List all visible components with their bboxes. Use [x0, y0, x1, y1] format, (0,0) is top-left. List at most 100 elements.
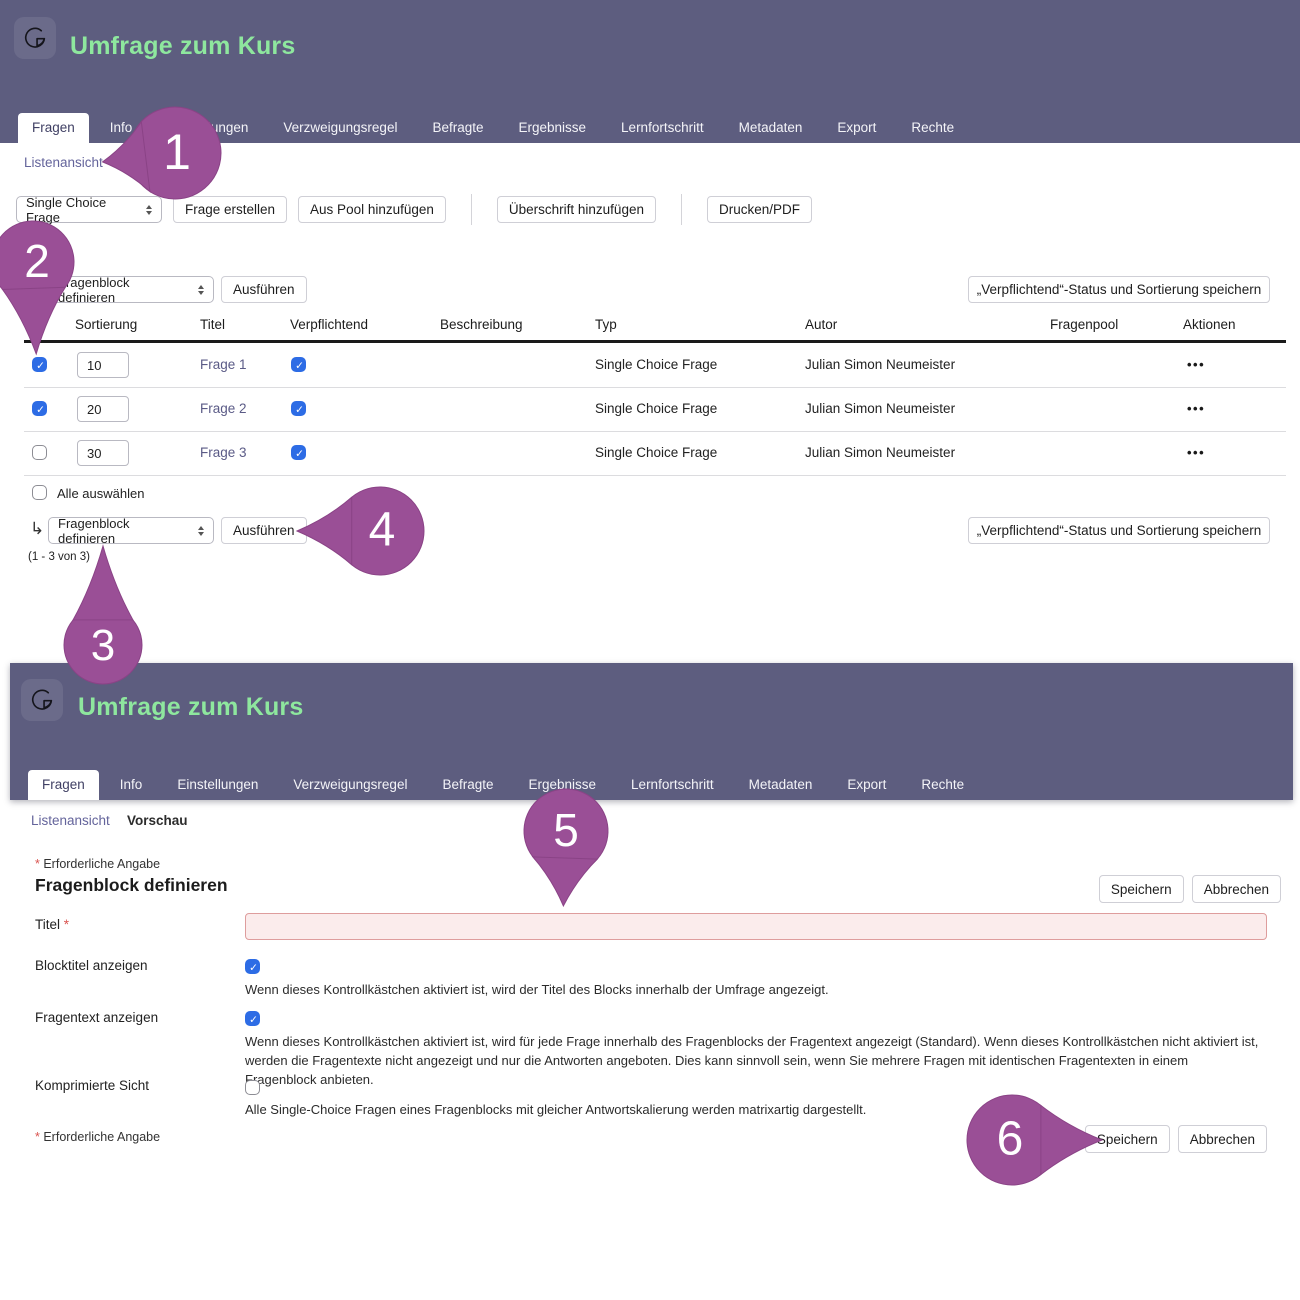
tab-ergebnisse[interactable]: Ergebnisse: [528, 777, 597, 792]
tab-rechte[interactable]: Rechte: [921, 777, 965, 792]
row-count: (1 - 3 von 3): [28, 551, 90, 563]
compactview-help: Alle Single-Choice Fragen eines Fragenbl…: [245, 1102, 867, 1117]
create-question-button[interactable]: Frage erstellen: [173, 196, 288, 223]
table-row: Frage 1 Single Choice Frage Julian Simon…: [24, 343, 1286, 388]
question-link[interactable]: Frage 1: [200, 357, 247, 372]
required-star: *: [63, 917, 70, 932]
chevron-updown-icon: [188, 525, 204, 536]
tab-befragte[interactable]: Befragte: [432, 120, 484, 135]
toolbar-divider: [470, 194, 472, 225]
execute-button-bottom[interactable]: Ausführen: [221, 517, 307, 544]
save-button[interactable]: Speichern: [1084, 1125, 1170, 1153]
print-pdf-button[interactable]: Drucken/PDF: [706, 196, 812, 223]
sort-input[interactable]: [77, 396, 129, 422]
col-fragenpool: Fragenpool: [1050, 317, 1119, 332]
blocktitle-help: Wenn dieses Kontrollkästchen aktiviert i…: [245, 982, 829, 997]
question-type-value: Single Choice Frage: [26, 194, 107, 225]
question-link[interactable]: Frage 3: [200, 445, 247, 460]
indent-arrow-icon: [30, 278, 44, 298]
actions-menu-icon[interactable]: [1187, 357, 1205, 372]
actions-menu-icon[interactable]: [1187, 401, 1205, 416]
type-cell: Single Choice Frage: [595, 401, 718, 416]
required-star: *: [35, 1130, 44, 1144]
execute-button-top[interactable]: Ausführen: [221, 276, 307, 303]
listview-link[interactable]: Listenansicht: [24, 155, 103, 170]
required-note-top: * Erforderliche Angabe: [35, 857, 161, 871]
author-cell: Julian Simon Neumeister: [805, 445, 956, 460]
save-status-button-top[interactable]: „Verpflichtend“-Status und Sortierung sp…: [968, 276, 1270, 303]
screenshot-bottom: Umfrage zum Kurs Fragen Info Einstellung…: [10, 663, 1293, 1183]
save-status-button-bottom[interactable]: „Verpflichtend“-Status und Sortierung sp…: [968, 517, 1270, 544]
bulk-action-select-top[interactable]: Fragenblock definieren: [48, 275, 214, 305]
tab-lernfortschritt[interactable]: Lernfortschritt: [631, 777, 714, 792]
preview-crumb[interactable]: Vorschau: [127, 813, 188, 828]
chevron-updown-icon: [136, 204, 152, 215]
tab-rechte[interactable]: Rechte: [911, 120, 955, 135]
tab-verzweigungsregel[interactable]: Verzweigungsregel: [293, 777, 408, 792]
tab-bar: Fragen Info Einstellungen Verzweigungsre…: [28, 770, 985, 800]
tab-bar: Fragen Info Einstellungen Verzweigungsre…: [18, 113, 975, 143]
questiontext-checkbox[interactable]: [245, 1011, 261, 1027]
tab-befragte[interactable]: Befragte: [442, 777, 494, 792]
tab-verzweigungsregel[interactable]: Verzweigungsregel: [283, 120, 398, 135]
form-heading: Fragenblock definieren: [35, 875, 228, 895]
tab-metadaten[interactable]: Metadaten: [748, 777, 813, 792]
col-sortierung: Sortierung: [75, 317, 138, 332]
row-select-checkbox[interactable]: [32, 357, 48, 373]
col-autor: Autor: [805, 317, 838, 332]
tab-info[interactable]: Info: [109, 120, 133, 135]
screenshot-top: Umfrage zum Kurs Fragen Info Einstellung…: [0, 0, 1300, 660]
question-toolbar: Single Choice Frage Frage erstellen Aus …: [16, 194, 812, 225]
required-star: *: [35, 857, 44, 871]
sort-input[interactable]: [77, 352, 129, 378]
question-type-select[interactable]: Single Choice Frage: [16, 194, 162, 225]
tab-info[interactable]: Info: [119, 777, 143, 792]
app-logo-icon: [31, 689, 53, 710]
tab-lernfortschritt[interactable]: Lernfortschritt: [621, 120, 704, 135]
select-all-checkbox[interactable]: [32, 485, 47, 500]
save-button[interactable]: Speichern: [1098, 875, 1184, 903]
sort-input[interactable]: [77, 440, 129, 466]
table-row: Frage 3 Single Choice Frage Julian Simon…: [24, 431, 1286, 476]
actions-menu-icon[interactable]: [1187, 445, 1205, 460]
author-cell: Julian Simon Neumeister: [805, 357, 956, 372]
app-logo: [14, 17, 56, 59]
tab-export[interactable]: Export: [837, 120, 877, 135]
compactview-checkbox[interactable]: [245, 1080, 260, 1095]
bulk-action-value: Fragenblock definieren: [58, 515, 130, 546]
title-field-label: Titel *: [35, 917, 70, 932]
mandatory-checkbox[interactable]: [291, 401, 307, 417]
blocktitle-checkbox[interactable]: [245, 959, 261, 975]
page-title: Umfrage zum Kurs: [70, 32, 296, 60]
tab-fragen[interactable]: Fragen: [18, 113, 89, 143]
col-titel: Titel: [200, 317, 226, 332]
app-logo: [21, 679, 63, 721]
col-beschreibung: Beschreibung: [440, 317, 523, 332]
mandatory-checkbox[interactable]: [291, 445, 307, 461]
tab-fragen[interactable]: Fragen: [28, 770, 99, 800]
page-title: Umfrage zum Kurs: [78, 693, 304, 721]
type-cell: Single Choice Frage: [595, 445, 718, 460]
tab-export[interactable]: Export: [847, 777, 887, 792]
indent-arrow-icon: [30, 519, 44, 539]
tab-einstellungen[interactable]: Einstellungen: [177, 777, 259, 792]
tab-metadaten[interactable]: Metadaten: [738, 120, 803, 135]
mandatory-checkbox[interactable]: [291, 357, 307, 373]
title-input[interactable]: [245, 913, 1267, 940]
questiontext-label: Fragentext anzeigen: [35, 1010, 159, 1025]
listview-link[interactable]: Listenansicht: [31, 813, 110, 828]
toolbar-divider: [680, 194, 682, 225]
question-link[interactable]: Frage 2: [200, 401, 247, 416]
cancel-button[interactable]: Abbrechen: [1191, 875, 1281, 903]
row-select-checkbox[interactable]: [32, 401, 48, 417]
add-heading-button[interactable]: Überschrift hinzufügen: [496, 196, 656, 223]
tab-ergebnisse[interactable]: Ergebnisse: [518, 120, 587, 135]
chevron-updown-icon: [188, 284, 204, 295]
cancel-button[interactable]: Abbrechen: [1177, 1125, 1267, 1153]
bulk-action-select-bottom[interactable]: Fragenblock definieren: [48, 515, 214, 546]
add-from-pool-button[interactable]: Aus Pool hinzufügen: [298, 196, 446, 223]
form-buttons-bottom: Speichern Abbrechen: [1084, 1125, 1267, 1153]
tab-einstellungen[interactable]: Einstellungen: [167, 120, 249, 135]
row-select-checkbox[interactable]: [32, 445, 47, 460]
